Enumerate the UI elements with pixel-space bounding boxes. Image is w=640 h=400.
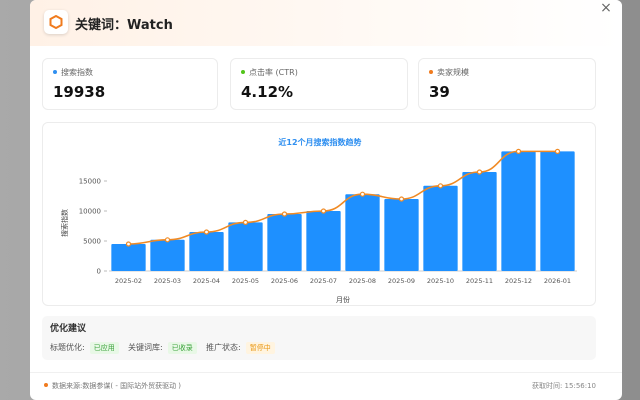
y-tick-label: 10000 (79, 208, 101, 216)
metric-card-search-index: 搜索指数 19938 (42, 58, 218, 110)
y-tick-label: 15000 (79, 178, 101, 186)
metric-dot (429, 70, 433, 74)
bar-2025-12[interactable] (501, 151, 536, 271)
x-tick-label: 2025-12 (505, 277, 532, 285)
suggestion-title-optimization: 标题优化: 已应用 (50, 342, 119, 354)
x-tick-label: 2025-04 (193, 277, 220, 285)
x-tick-label: 2025-07 (310, 277, 337, 285)
x-tick-label: 2025-08 (349, 277, 376, 285)
data-source: 数据来源:数据参谋( - 国际站外贸获驱动 ) (52, 382, 182, 390)
bar-2025-11[interactable] (462, 172, 497, 271)
trend-chart: 近12个月搜索指数趋势 搜索指数 月份 0 5000 10000 15000 2025… (60, 137, 577, 304)
metric-value: 4.12% (241, 83, 294, 101)
y-tick-label: 5000 (83, 238, 101, 246)
bar-2025-06[interactable] (267, 214, 302, 271)
metric-card-sellers: 卖家规模 39 (418, 58, 596, 110)
keyword-detail-modal: 关键词：Watch × 搜索指数 19938 点击率 (CTR) 4.12% 卖… (30, 0, 622, 400)
trend-point-2025-05[interactable] (242, 219, 249, 226)
optimization-suggestions: 优化建议 标题优化: 已应用 关键词库: 已收录 推广状态: 暂停中 (42, 316, 596, 360)
bar-2025-03[interactable] (150, 239, 185, 271)
x-tick-label: 2025-09 (388, 277, 415, 285)
suggestion-label: 标题优化: (50, 343, 85, 352)
suggestion-keyword-library: 关键词库: 已收录 (128, 342, 197, 354)
bar-2025-08[interactable] (345, 194, 380, 271)
metric-label: 点击率 (CTR) (249, 68, 298, 77)
x-tick-label: 2025-06 (271, 277, 298, 285)
x-tick-label: 2025-03 (154, 277, 181, 285)
metric-dot (53, 70, 57, 74)
logo (44, 10, 68, 34)
trend-point-2025-08[interactable] (359, 191, 366, 197)
modal-header: 关键词：Watch (30, 0, 622, 46)
x-tick-label: 2026-01 (544, 277, 571, 285)
suggestion-label: 推广状态: (206, 343, 241, 352)
suggestion-promotion-status: 推广状态: 暂停中 (206, 342, 275, 354)
chart-ylabel: 搜索指数 (60, 209, 69, 237)
x-tick-label: 2025-02 (115, 277, 142, 285)
trend-point-2025-04[interactable] (203, 229, 210, 235)
source-dot (44, 383, 48, 387)
chart-xlabel: 月份 (336, 295, 350, 304)
x-tick-label: 2025-10 (427, 277, 454, 285)
modal-title: 关键词：Watch (75, 18, 173, 33)
status-badge: 已应用 (89, 342, 119, 354)
modal-footer: 数据来源:数据参谋( - 国际站外贸获驱动 ) 获取时间: 15:56:10 (30, 372, 622, 400)
trend-point-2025-11[interactable] (476, 169, 483, 175)
suggestions-title: 优化建议 (50, 324, 87, 334)
bar-2025-09[interactable] (384, 199, 419, 271)
bar-2026-01[interactable] (540, 151, 575, 271)
metric-label: 搜索指数 (61, 68, 93, 77)
bar-2025-05[interactable] (228, 222, 263, 271)
bar-2025-04[interactable] (189, 232, 224, 271)
trend-point-2025-10[interactable] (437, 183, 444, 189)
trend-chart-panel: 近12个月搜索指数趋势 搜索指数 月份 0 5000 10000 15000 2025… (42, 122, 596, 306)
hexagon-icon (49, 15, 63, 29)
trend-point-2025-07[interactable] (320, 208, 327, 214)
trend-point-2025-03[interactable] (164, 237, 171, 243)
status-badge: 已收录 (167, 342, 197, 354)
y-tick-label: 0 (97, 268, 101, 276)
chart-title: 近12个月搜索指数趋势 (278, 137, 361, 147)
x-tick-label: 2025-05 (232, 277, 259, 285)
trend-point-2026-01[interactable] (554, 148, 561, 154)
trend-line (128, 150, 558, 245)
metric-value: 39 (429, 83, 450, 101)
trend-point-2025-02[interactable] (125, 241, 132, 247)
fetch-time: 获取时间: 15:56:10 (531, 382, 596, 390)
trend-point-2025-12[interactable] (515, 148, 522, 154)
metric-value: 19938 (53, 83, 106, 101)
metric-dot (241, 70, 245, 74)
bar-2025-07[interactable] (306, 211, 341, 271)
status-badge: 暂停中 (245, 342, 275, 354)
metric-card-ctr: 点击率 (CTR) 4.12% (230, 58, 408, 110)
trend-point-2025-06[interactable] (281, 211, 288, 217)
bar-2025-10[interactable] (423, 185, 458, 271)
close-icon[interactable]: × (600, 0, 612, 16)
suggestion-label: 关键词库: (128, 343, 163, 352)
x-tick-label: 2025-11 (466, 277, 493, 285)
metric-label: 卖家规模 (437, 68, 469, 77)
trend-point-2025-09[interactable] (398, 196, 405, 202)
bar-2025-02[interactable] (111, 244, 146, 271)
